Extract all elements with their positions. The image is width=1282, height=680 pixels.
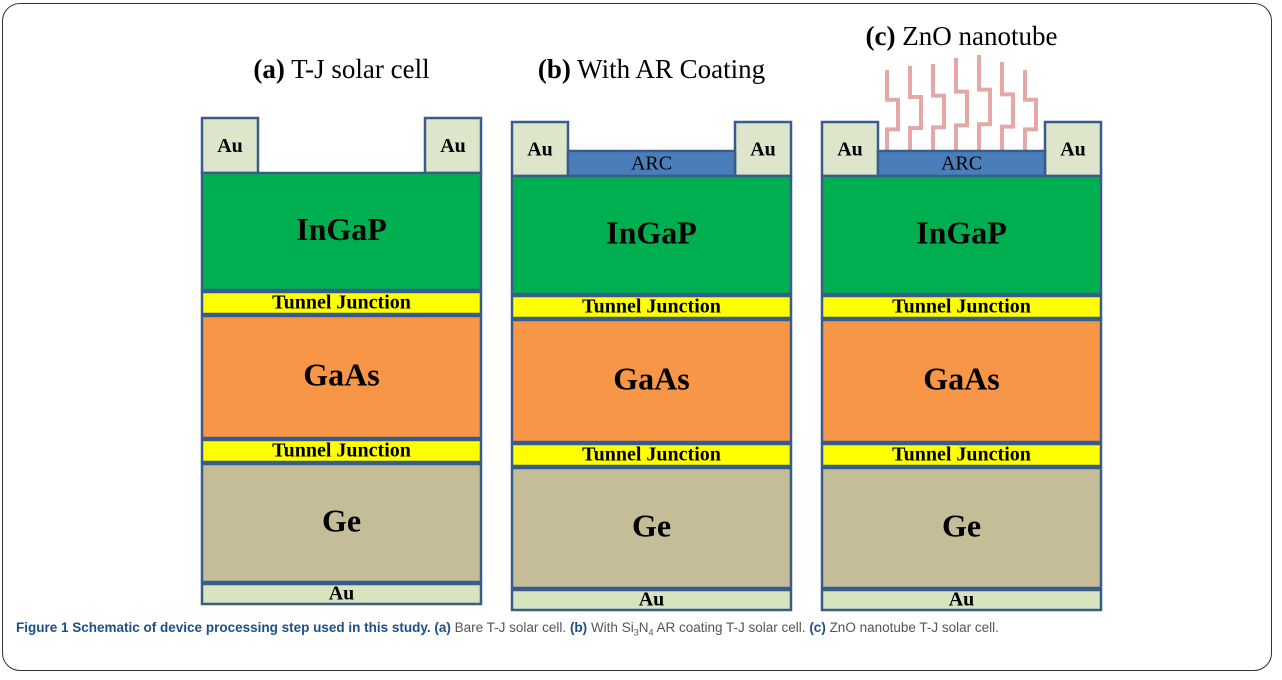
bottom-contact-b bbox=[510, 588, 793, 612]
gaas-layer-label: GaAs bbox=[303, 356, 379, 392]
ingap-layer-label: InGaP bbox=[296, 211, 387, 247]
diagram-svg: (a) T-J solar cell Au Au InGaP Tunnel Juncti… bbox=[200, 21, 1103, 612]
ingap-layer-label: InGaP bbox=[606, 214, 697, 250]
zno-nanotube bbox=[954, 58, 969, 160]
caption-text-b-3: AR coating T-J solar cell. bbox=[653, 620, 810, 635]
arc-layer-b bbox=[566, 149, 737, 178]
ge-layer-c bbox=[820, 466, 1103, 590]
tunnel-junction-1-b bbox=[510, 294, 793, 320]
top-contact-left-label: Au bbox=[217, 135, 243, 157]
arc-label: ARC bbox=[631, 153, 672, 175]
ingap-layer-b bbox=[510, 174, 793, 296]
caption-lead: Figure 1 Schematic of device processing … bbox=[16, 620, 431, 635]
ingap-layer-a bbox=[200, 171, 483, 292]
gaas-layer-c bbox=[820, 318, 1103, 444]
tunnel-junction-2-label: Tunnel Junction bbox=[582, 444, 721, 466]
top-contact-right-label: Au bbox=[1060, 139, 1086, 161]
zno-nanotube bbox=[977, 55, 992, 160]
panel-title-tag-c: (c) bbox=[866, 21, 896, 51]
gaas-layer-label: GaAs bbox=[923, 360, 999, 396]
caption-text-b-1: With Si bbox=[587, 620, 634, 635]
ingap-layer-c bbox=[820, 174, 1103, 296]
tunnel-junction-2-label: Tunnel Junction bbox=[892, 444, 1031, 466]
caption-tag-a: (a) bbox=[434, 620, 451, 635]
tunnel-junction-1-label: Tunnel Junction bbox=[582, 296, 721, 318]
top-contact-right-b bbox=[733, 120, 793, 178]
tunnel-junction-2-label: Tunnel Junction bbox=[272, 440, 411, 462]
zno-nanotube bbox=[885, 70, 900, 160]
ge-layer-label: Ge bbox=[942, 507, 981, 543]
caption-sub-b-2: 4 bbox=[648, 627, 654, 638]
panel-title-text-a: T-J solar cell bbox=[285, 54, 430, 84]
tunnel-junction-1-label: Tunnel Junction bbox=[892, 296, 1031, 318]
top-contact-right-c bbox=[1043, 120, 1103, 178]
bottom-contact-c bbox=[820, 588, 1103, 612]
panel-title-tag-a: (a) bbox=[253, 54, 284, 84]
tunnel-junction-1-c bbox=[820, 294, 1103, 320]
ge-layer-a bbox=[200, 462, 483, 584]
top-contact-left-c bbox=[820, 120, 880, 178]
caption-sub-b-1: 3 bbox=[633, 627, 639, 638]
caption-text-c: ZnO nanotube T-J solar cell. bbox=[825, 620, 999, 635]
tunnel-junction-2-a bbox=[200, 438, 483, 464]
ge-layer-label: Ge bbox=[322, 502, 361, 538]
caption-tag-b: (b) bbox=[569, 620, 588, 635]
zno-nanotube bbox=[908, 66, 923, 160]
gaas-layer-b bbox=[510, 318, 793, 444]
bottom-contact-label: Au bbox=[329, 583, 355, 605]
ingap-layer-label: InGaP bbox=[916, 214, 1007, 250]
panel-title-b: (b) With AR Coating bbox=[538, 54, 765, 84]
top-contact-right-label: Au bbox=[440, 135, 466, 157]
top-contact-right-label: Au bbox=[750, 139, 776, 161]
caption-text-b-2: N bbox=[638, 620, 649, 635]
diagram: (a) T-J solar cell Au Au InGaP Tunnel Juncti… bbox=[200, 21, 1103, 612]
tunnel-junction-2-b bbox=[510, 442, 793, 468]
bottom-contact-a bbox=[200, 582, 483, 606]
panel-title-c: (c) ZnO nanotube bbox=[866, 21, 1058, 51]
figure-caption: Figure 1 Schematic of device processing … bbox=[16, 618, 1261, 643]
caption-text-a: Bare T-J solar cell. bbox=[450, 620, 570, 635]
top-contact-left-label: Au bbox=[527, 139, 553, 161]
panel-title-text-c: ZnO nanotube bbox=[896, 21, 1058, 51]
top-contact-left-label: Au bbox=[837, 139, 863, 161]
panel-title-tag-b: (b) bbox=[538, 54, 571, 84]
bottom-contact-label: Au bbox=[639, 589, 665, 611]
caption-tag-c: (c) bbox=[809, 620, 826, 635]
panel-title-a: (a) T-J solar cell bbox=[253, 54, 429, 84]
zno-nanotube bbox=[1000, 62, 1015, 160]
tunnel-junction-1-a bbox=[200, 290, 483, 316]
top-contact-left-b bbox=[510, 120, 570, 178]
gaas-layer-a bbox=[200, 314, 483, 440]
arc-label: ARC bbox=[941, 153, 982, 175]
tunnel-junction-1-label: Tunnel Junction bbox=[272, 292, 411, 314]
ge-layer-b bbox=[510, 466, 793, 590]
panel-title-text-b: With AR Coating bbox=[571, 54, 765, 84]
zno-nanotube bbox=[1023, 70, 1038, 160]
tunnel-junction-2-c bbox=[820, 442, 1103, 468]
bottom-contact-label: Au bbox=[949, 589, 975, 611]
zno-nanotube bbox=[931, 64, 946, 160]
ge-layer-label: Ge bbox=[632, 507, 671, 543]
gaas-layer-label: GaAs bbox=[613, 360, 689, 396]
